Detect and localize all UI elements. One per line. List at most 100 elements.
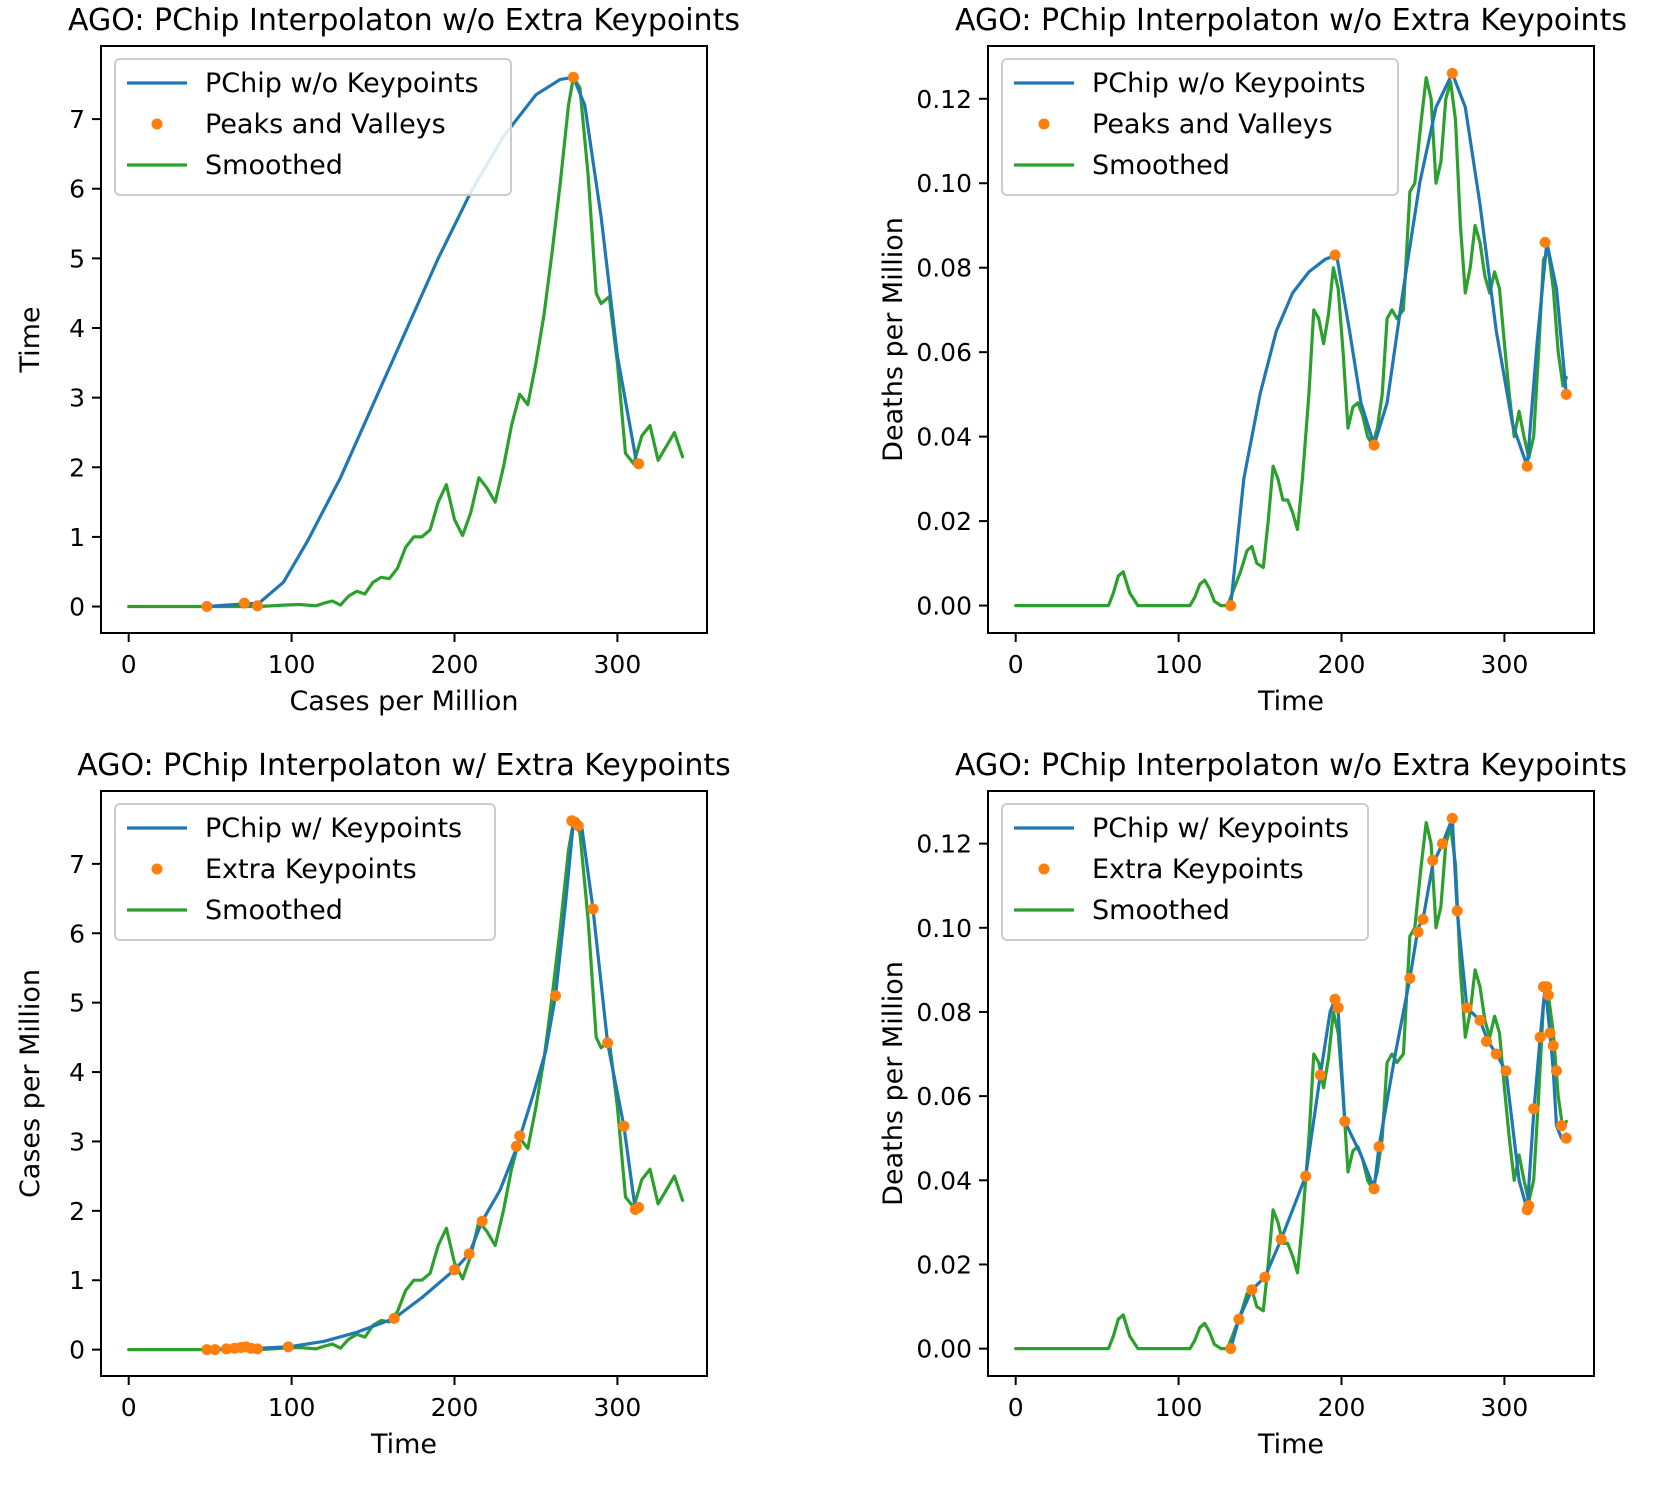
x-axis-label: Time	[370, 1429, 437, 1460]
chart-panel-4: 0 100 200 300 0.00 0.02 0.04 0.06 0.08 0.10 0.12 AG…	[878, 748, 1627, 1460]
x-tick-label: 300	[594, 650, 642, 679]
x-tick-label: 200	[1318, 650, 1366, 679]
keypoint-marker	[201, 1344, 213, 1356]
keypoint-marker	[1300, 1170, 1312, 1182]
keypoint-marker	[201, 601, 213, 612]
keypoint-marker	[1551, 1065, 1562, 1077]
legend-label: PChip w/o Keypoints	[1092, 68, 1366, 99]
keypoint-marker	[463, 1248, 475, 1260]
y-tick-label: 1	[69, 1266, 85, 1295]
series-group	[1014, 67, 1572, 612]
keypoint-marker	[1329, 993, 1341, 1005]
y-tick-label: 0.02	[916, 507, 972, 536]
keypoint-marker	[1404, 972, 1416, 984]
keypoint-marker	[1412, 926, 1424, 938]
axes-frame	[100, 45, 708, 634]
y-tick-label: 4	[69, 314, 85, 343]
keypoint-marker	[1534, 1031, 1546, 1043]
x-tick-label: 200	[431, 650, 479, 679]
y-tick-label: 0.12	[916, 830, 972, 859]
keypoint-marker	[1555, 1120, 1567, 1132]
y-tick-label: 0.06	[916, 1082, 972, 1111]
y-tick-label: 3	[69, 1127, 85, 1156]
keypoint-marker	[1329, 249, 1341, 261]
legend-marker-swatch	[1038, 118, 1050, 130]
keypoint-marker	[1233, 1313, 1245, 1325]
x-tick-label: 300	[1481, 650, 1529, 679]
legend-label: Extra Keypoints	[205, 854, 417, 885]
y-tick-label: 0	[69, 593, 85, 622]
keypoint-marker	[618, 1120, 630, 1132]
y-axis-label: Deaths per Million	[878, 217, 909, 462]
y-axis-label: Time	[15, 306, 46, 373]
chart-panel-1: 0 100 200 300 0 1 2 3 4 5 6 7 AGO: PChip Interpolato…	[15, 3, 740, 717]
legend-label: PChip w/ Keypoints	[1092, 813, 1349, 844]
keypoint-marker	[1500, 1065, 1512, 1077]
keypoint-marker	[388, 1312, 400, 1324]
x-tick-label: 0	[1008, 1393, 1024, 1422]
y-tick-label: 4	[69, 1058, 85, 1087]
legend-marker-swatch	[151, 863, 163, 875]
keypoint-marker	[251, 1343, 263, 1355]
keypoint-marker	[1368, 439, 1380, 451]
legend-label: PChip w/o Keypoints	[205, 68, 479, 99]
chart-title: AGO: PChip Interpolaton w/o Extra Keypoi…	[68, 3, 740, 38]
axes-frame	[987, 790, 1595, 1377]
keypoint-marker	[1542, 989, 1554, 1001]
keypoint-marker	[238, 597, 250, 609]
keypoint-marker	[633, 1201, 645, 1213]
y-tick-label: 0.08	[916, 254, 972, 283]
keypoint-marker	[1474, 1014, 1486, 1026]
keypoint-marker	[1544, 1027, 1556, 1039]
y-tick-label: 0.06	[916, 338, 972, 367]
keypoint-marker	[1339, 1115, 1351, 1127]
keypoint-marker	[1259, 1271, 1271, 1283]
keypoint-marker	[1560, 1132, 1572, 1144]
y-tick-label: 0	[69, 1336, 85, 1365]
x-tick-label: 100	[1155, 650, 1203, 679]
legend-label: PChip w/ Keypoints	[205, 813, 462, 844]
y-tick-label: 0.04	[916, 1166, 972, 1195]
axes-frame	[987, 45, 1595, 634]
y-tick-label: 0.00	[916, 1335, 972, 1364]
y-tick-label: 5	[69, 244, 85, 273]
y-tick-label: 0.12	[916, 85, 972, 114]
keypoint-marker	[1246, 1284, 1258, 1296]
keypoint-marker	[550, 990, 561, 1002]
legend-marker-swatch	[151, 118, 163, 130]
series-group	[127, 71, 685, 612]
keypoint-marker	[251, 600, 263, 612]
keypoint-marker	[220, 1343, 232, 1355]
keypoint-marker	[1427, 854, 1439, 866]
keypoint-marker	[1275, 1233, 1287, 1245]
legend-label: Peaks and Valleys	[1092, 109, 1333, 140]
keypoint-marker	[602, 1037, 614, 1049]
keypoint-marker	[567, 71, 579, 83]
keypoint-marker	[209, 1344, 221, 1356]
legend: PChip w/o Keypoints Peaks and Valleys Smoo…	[114, 58, 512, 196]
chart-panel-3: 0 100 200 300 0 1 2 3 4 5 6 7 AGO: PChip Interpolato…	[15, 748, 731, 1460]
keypoint-marker	[1521, 460, 1533, 472]
chart-title: AGO: PChip Interpolaton w/o Extra Keypoi…	[955, 3, 1627, 38]
chart-title: AGO: PChip Interpolaton w/ Extra Keypoin…	[77, 748, 731, 783]
x-axis-label: Time	[1257, 1429, 1324, 1460]
keypoint-marker	[1560, 388, 1572, 400]
keypoint-marker	[1446, 67, 1458, 79]
keypoint-marker	[1446, 812, 1458, 824]
keypoint-marker	[633, 458, 645, 470]
keypoint-marker	[1541, 981, 1553, 993]
keypoint-marker	[1451, 905, 1463, 917]
keypoint-marker	[1490, 1048, 1502, 1060]
y-tick-label: 0.04	[916, 423, 972, 452]
legend-label: Extra Keypoints	[1092, 854, 1304, 885]
legend-marker-swatch	[1038, 863, 1050, 875]
keypoint-marker	[572, 820, 584, 832]
axes-frame	[100, 790, 708, 1377]
y-tick-label: 6	[69, 175, 85, 204]
keypoint-marker	[1523, 1200, 1535, 1212]
keypoint-marker	[282, 1341, 294, 1353]
legend: PChip w/ Keypoints Extra Keypoints Smoothe…	[1001, 803, 1369, 941]
y-tick-label: 7	[69, 850, 85, 879]
y-tick-label: 2	[69, 453, 85, 482]
